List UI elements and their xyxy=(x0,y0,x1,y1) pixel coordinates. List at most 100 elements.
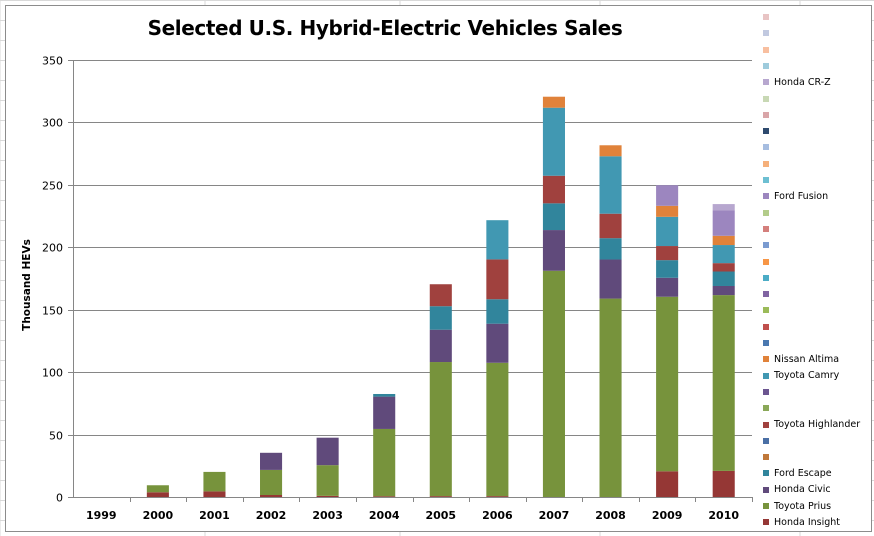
x-tick-label: 2007 xyxy=(539,509,570,522)
legend-item[interactable] xyxy=(763,450,774,464)
legend-swatch xyxy=(763,421,769,428)
bar-segment xyxy=(656,277,679,297)
bar-segment xyxy=(599,213,622,239)
x-tick-label: 2003 xyxy=(312,509,343,522)
legend-item[interactable] xyxy=(763,336,774,350)
legend-item[interactable] xyxy=(763,206,774,220)
y-tick-label: 250 xyxy=(42,180,63,193)
legend-item[interactable] xyxy=(763,320,774,334)
legend-swatch xyxy=(763,291,769,298)
legend-item[interactable]: Honda CR-Z xyxy=(763,75,831,89)
bar-segment xyxy=(712,295,735,471)
legend-label: Toyota Prius xyxy=(774,500,832,512)
bar-segment xyxy=(712,285,735,296)
legend-swatch xyxy=(763,193,769,200)
x-tick-label: 2005 xyxy=(425,509,456,522)
legend-item[interactable] xyxy=(763,157,774,171)
bar-segment xyxy=(373,496,396,497)
legend-item[interactable] xyxy=(763,124,774,138)
y-tick-label: 100 xyxy=(42,367,63,380)
legend-item[interactable] xyxy=(763,43,774,57)
legend-item[interactable]: Honda Insight xyxy=(763,515,840,529)
legend-swatch xyxy=(763,144,769,151)
bar-segment xyxy=(146,485,169,493)
y-tick-label: 350 xyxy=(42,55,63,68)
bar-segment xyxy=(316,495,339,497)
legend-item[interactable] xyxy=(763,222,774,236)
x-tick-label: 2009 xyxy=(652,509,683,522)
bar-segment xyxy=(656,246,679,261)
legend-item[interactable] xyxy=(763,59,774,73)
legend-item[interactable] xyxy=(763,434,774,448)
legend-item[interactable] xyxy=(763,303,774,317)
bar-segment xyxy=(599,238,622,260)
legend-item[interactable]: Toyota Highlander xyxy=(763,418,860,432)
x-tick-label: 1999 xyxy=(86,509,117,522)
bar-segment xyxy=(656,471,679,497)
legend-item[interactable]: Toyota Prius xyxy=(763,499,831,513)
legend-item[interactable] xyxy=(763,271,774,285)
legend-item[interactable] xyxy=(763,173,774,187)
bar-segment xyxy=(486,496,509,497)
legend-swatch xyxy=(763,388,769,395)
x-tick-label: 2008 xyxy=(595,509,626,522)
legend-swatch xyxy=(763,454,769,461)
bar-segment xyxy=(712,271,735,286)
bar-segment xyxy=(712,204,735,211)
bar-segment xyxy=(429,362,452,497)
bar-segment xyxy=(429,284,452,307)
y-tick-label: 150 xyxy=(42,305,63,318)
bar-segment xyxy=(656,185,679,206)
bar-segment xyxy=(542,230,565,271)
bar-segment xyxy=(260,495,283,497)
bar-segment xyxy=(316,437,339,466)
bar-segment xyxy=(486,299,509,324)
bar-segment xyxy=(712,210,735,236)
legend-swatch xyxy=(763,356,769,363)
x-tick-label: 2004 xyxy=(369,509,400,522)
legend-swatch xyxy=(763,242,769,249)
legend-item[interactable]: Ford Escape xyxy=(763,466,832,480)
legend-swatch xyxy=(763,323,769,330)
legend-item[interactable] xyxy=(763,385,774,399)
legend-item[interactable] xyxy=(763,108,774,122)
legend-swatch xyxy=(763,274,769,281)
legend-swatch xyxy=(763,340,769,346)
bar-segment xyxy=(542,107,565,176)
legend-item[interactable] xyxy=(763,26,774,40)
legend-label: Toyota Camry xyxy=(774,370,840,382)
legend-swatch xyxy=(763,519,769,526)
bar-segment xyxy=(656,216,679,247)
legend-swatch xyxy=(763,128,769,135)
legend-label: Ford Escape xyxy=(774,467,832,479)
legend-item[interactable] xyxy=(763,10,774,24)
legend-item[interactable]: Honda Civic xyxy=(763,483,831,497)
bar-segment xyxy=(712,245,735,264)
legend-item[interactable]: Nissan Altima xyxy=(763,352,839,366)
legend-label: Nissan Altima xyxy=(774,353,840,365)
bar-segment xyxy=(260,452,283,470)
x-tick-label: 2010 xyxy=(708,509,739,522)
y-tick-label: 50 xyxy=(49,430,63,443)
legend-item[interactable]: Ford Fusion xyxy=(763,189,828,203)
legend-item[interactable] xyxy=(763,92,774,106)
legend-item[interactable] xyxy=(763,401,774,415)
bar-segment xyxy=(542,270,565,497)
bar-segment xyxy=(599,156,622,214)
legend-item[interactable] xyxy=(763,287,774,301)
legend-item[interactable] xyxy=(763,255,774,269)
bar-segment xyxy=(656,205,679,217)
bar-segment xyxy=(486,362,509,497)
legend-item[interactable]: Toyota Camry xyxy=(763,369,839,383)
bar-segment xyxy=(260,469,283,496)
legend-item[interactable] xyxy=(763,140,774,154)
legend-item[interactable] xyxy=(763,238,774,252)
bar-segment xyxy=(486,323,509,363)
legend-swatch xyxy=(763,177,769,183)
bar-segment xyxy=(599,145,622,157)
legend-label: Honda Civic xyxy=(774,484,831,496)
legend-swatch xyxy=(763,470,769,477)
bar-segment xyxy=(599,259,622,299)
bar-segment xyxy=(203,491,226,497)
